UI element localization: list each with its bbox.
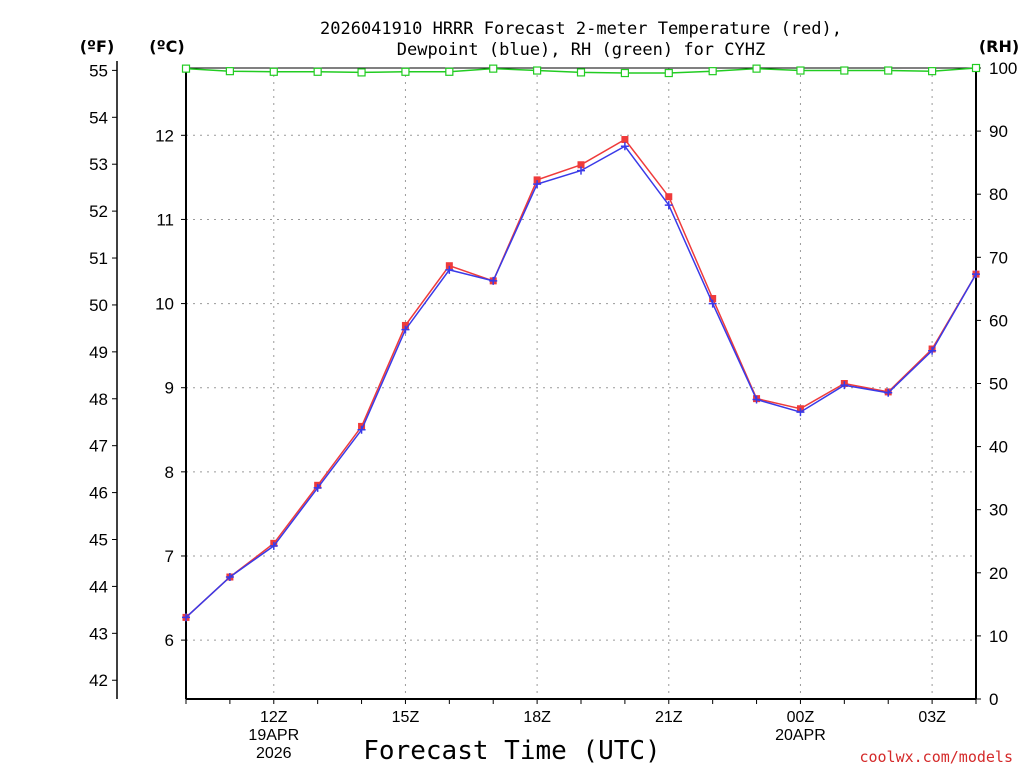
celsius-tick-label: 12 <box>155 126 174 145</box>
dewpoint-point <box>225 573 234 582</box>
rh-point <box>533 66 542 75</box>
fahrenheit-tick-label: 47 <box>89 437 108 456</box>
celsius-tick-label: 10 <box>155 295 174 314</box>
dewpoint-point <box>664 201 673 210</box>
rh-tick-label: 100 <box>989 59 1017 78</box>
rh-point <box>313 67 322 76</box>
rh-point <box>664 68 673 78</box>
fahrenheit-tick-label: 44 <box>89 577 108 596</box>
rh-tick-label: 40 <box>989 438 1008 457</box>
temperature-point <box>445 262 453 270</box>
rh-point <box>840 66 849 75</box>
dewpoint-point <box>313 483 322 492</box>
rh-tick-label: 60 <box>989 311 1008 330</box>
temperature-line <box>185 138 977 618</box>
x-tick-label: 03Z <box>918 709 946 726</box>
rh-point <box>445 67 454 76</box>
dewpoint-point <box>445 265 454 274</box>
fahrenheit-tick-label: 43 <box>89 624 108 643</box>
temperature-point <box>665 193 673 201</box>
dewpoint-point <box>840 381 849 390</box>
rh-point <box>489 64 498 73</box>
rh-point <box>181 64 191 73</box>
dewpoint-point <box>269 541 278 550</box>
dewpoint-point <box>489 276 498 285</box>
x-tick-label: 21Z <box>655 709 683 726</box>
fahrenheit-tick-label: 53 <box>89 155 108 174</box>
rh-point <box>620 68 629 78</box>
rh-point <box>752 64 761 73</box>
temperature-point <box>621 136 629 144</box>
rh-point <box>357 68 366 77</box>
celsius-unit-label: (ºC) <box>149 37 184 56</box>
x-axis-label: Forecast Time (UTC) <box>363 736 660 766</box>
rh-point <box>708 67 717 76</box>
dewpoint-point <box>357 425 366 434</box>
dewpoint-line <box>185 145 977 618</box>
dewpoint-point <box>884 388 893 397</box>
fahrenheit-tick-label: 51 <box>89 249 108 268</box>
celsius-tick-label: 9 <box>165 379 174 398</box>
x-tick-date-label: 20APR <box>775 727 826 744</box>
x-tick-label: 00Z <box>787 709 815 726</box>
fahrenheit-tick-label: 49 <box>89 343 108 362</box>
dewpoint-point <box>533 180 542 189</box>
x-tick-label: 12Z <box>260 709 288 726</box>
chart-title-line2: Dewpoint (blue), RH (green) for CYHZ <box>397 40 765 60</box>
rh-point <box>225 67 234 76</box>
rh-point <box>971 63 981 73</box>
fahrenheit-tick-label: 45 <box>89 531 108 550</box>
rh-tick-label: 70 <box>989 248 1008 267</box>
dewpoint-point <box>620 142 629 151</box>
x-tick-date-label: 19APR <box>248 727 299 744</box>
fahrenheit-tick-label: 46 <box>89 484 108 503</box>
rh-point <box>576 68 586 77</box>
rh-point <box>928 67 937 76</box>
rh-point <box>401 67 410 76</box>
fahrenheit-tick-label: 50 <box>89 296 108 315</box>
fahrenheit-tick-label: 48 <box>89 390 108 409</box>
celsius-tick-label: 7 <box>165 547 174 566</box>
celsius-tick-label: 11 <box>156 210 174 229</box>
rh-point <box>796 66 805 75</box>
dewpoint-point <box>401 325 410 334</box>
temperature-point <box>577 161 585 169</box>
x-tick-year-label: 2026 <box>256 745 292 762</box>
x-tick-label: 18Z <box>523 709 551 726</box>
temperature-point <box>709 295 717 303</box>
rh-unit-label: (RH) <box>979 37 1019 56</box>
dewpoint-point <box>752 395 761 404</box>
rh-point <box>884 66 893 75</box>
temperature-point <box>401 321 409 329</box>
dewpoint-point <box>708 299 717 308</box>
rh-tick-label: 20 <box>989 564 1008 583</box>
credit-text: coolwx.com/models <box>859 748 1013 766</box>
dewpoint-point <box>577 166 585 175</box>
series-group <box>181 63 981 622</box>
dewpoint-point <box>182 613 190 622</box>
rh-point <box>269 67 278 76</box>
fahrenheit-tick-label: 54 <box>89 108 108 127</box>
celsius-tick-label: 6 <box>165 631 174 650</box>
rh-tick-label: 0 <box>989 690 998 709</box>
dewpoint-point <box>928 346 937 355</box>
axes: 42 43 44 45 46 47 48 49 50 51 52 53 54 55 6 7 8 9 10 11 12 0 1… <box>89 59 1017 762</box>
rh-tick-label: 90 <box>989 122 1008 141</box>
rh-tick-label: 80 <box>989 185 1008 204</box>
celsius-tick-label: 8 <box>165 463 174 482</box>
temperature-point <box>533 176 541 184</box>
fahrenheit-unit-label: (ºF) <box>80 37 115 56</box>
rh-tick-label: 30 <box>989 501 1008 520</box>
x-tick-label: 15Z <box>392 709 420 726</box>
dewpoint-point <box>796 408 805 417</box>
dewpoint-point <box>972 270 980 279</box>
rh-tick-label: 10 <box>989 627 1008 646</box>
rh-tick-label: 50 <box>989 375 1008 394</box>
chart-title-line1: 2026041910 HRRR Forecast 2-meter Tempera… <box>320 19 842 39</box>
fahrenheit-tick-label: 55 <box>89 61 108 80</box>
fahrenheit-tick-label: 42 <box>89 671 108 690</box>
fahrenheit-tick-label: 52 <box>89 202 108 221</box>
